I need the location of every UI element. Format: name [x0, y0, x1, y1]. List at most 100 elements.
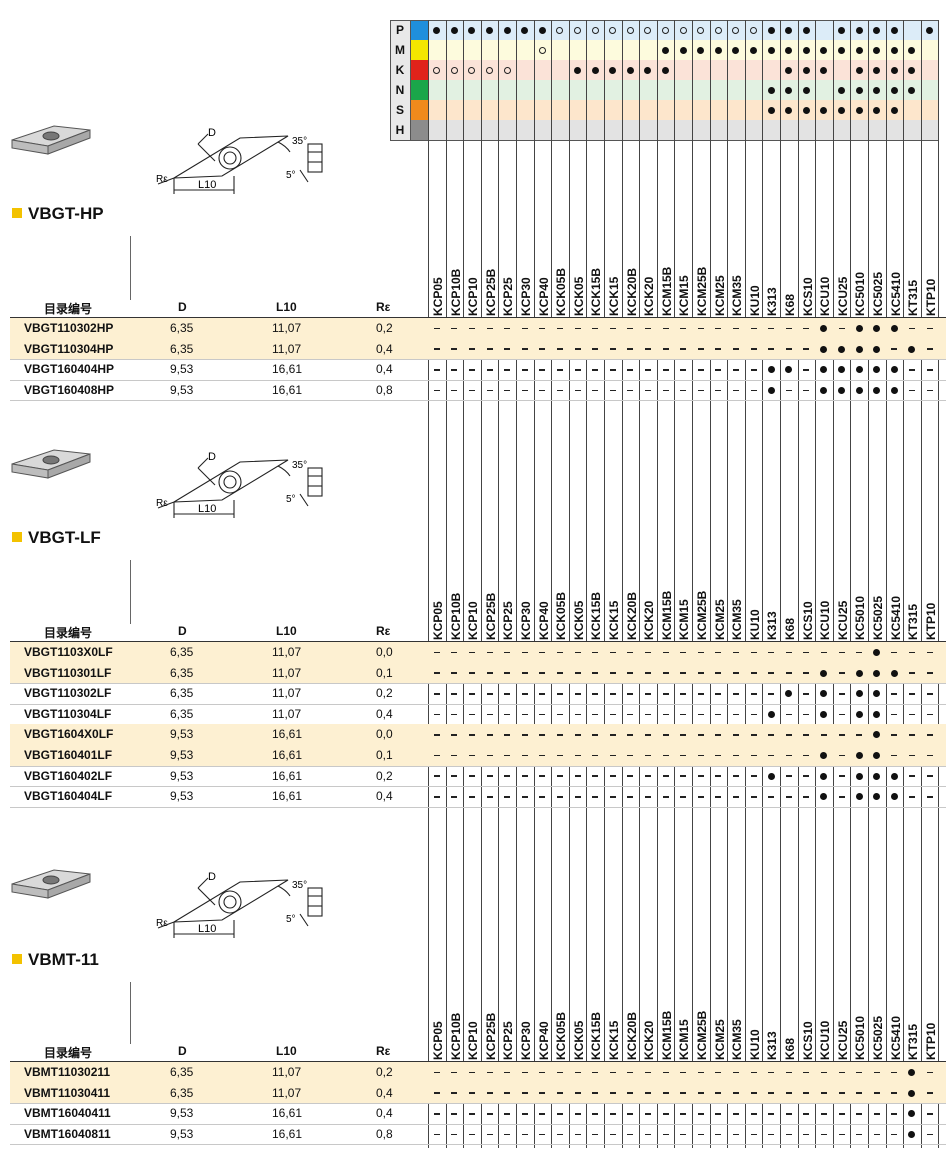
material-mark: [622, 60, 640, 80]
grid-line: [390, 20, 939, 21]
availability-mark: [446, 786, 464, 807]
grade-column-header: KCP30: [519, 277, 533, 316]
availability-mark: [727, 1103, 745, 1124]
grade-column-header: KT315: [906, 603, 921, 640]
availability-mark: [428, 663, 446, 684]
availability-mark: [745, 339, 763, 360]
grade-column-header: KCM35: [730, 275, 745, 316]
grade-column-header: KCP30: [519, 1021, 533, 1060]
material-mark: [921, 40, 939, 60]
availability-mark: [833, 1062, 851, 1083]
dim-l10-value: 16,61: [272, 1106, 303, 1121]
column-line: [832, 20, 834, 1148]
material-mark: [639, 40, 657, 60]
availability-mark: [428, 683, 446, 704]
insert-diagram: D L10 Rε 35° 5°: [11, 125, 323, 194]
availability-mark: [762, 1083, 780, 1104]
availability-mark: [569, 318, 587, 339]
availability-mark: [498, 1083, 516, 1104]
grade-column-header: KCK15B: [589, 267, 604, 316]
availability-mark: [569, 663, 587, 684]
angle-5-label: 5°: [286, 494, 296, 505]
availability-mark: [833, 663, 851, 684]
availability-mark: [463, 786, 481, 807]
availability-mark: [446, 359, 464, 380]
material-mark: [903, 80, 921, 100]
dim-re-label: Rε: [156, 498, 168, 509]
dim-d-value: 9,53: [170, 382, 194, 397]
availability-mark: [798, 1062, 816, 1083]
material-mark: [586, 20, 604, 40]
catalog-number: VBGT110301LF: [24, 665, 112, 680]
availability-mark: [534, 1062, 552, 1083]
material-mark: [463, 20, 481, 40]
material-mark: [446, 20, 464, 40]
availability-mark: [604, 380, 622, 401]
availability-mark: [657, 642, 675, 663]
availability-mark: [833, 1103, 851, 1124]
availability-mark: [569, 642, 587, 663]
availability-mark: [428, 745, 446, 766]
dim-l10-value: 11,07: [272, 1085, 302, 1100]
column-line: [780, 20, 781, 1148]
grade-column-header: KCP25: [501, 1021, 516, 1060]
column-header-catalog: 目录编号: [44, 302, 93, 316]
availability-mark: [586, 1062, 604, 1083]
material-mark: [798, 80, 816, 100]
grade-column-header: KCK05B: [554, 1011, 569, 1060]
availability-mark: [569, 683, 587, 704]
availability-mark: [498, 339, 516, 360]
availability-mark: [551, 359, 569, 380]
availability-mark: [710, 1124, 728, 1145]
material-mark: [886, 120, 904, 140]
column-line: [692, 20, 693, 1148]
material-letter-n: N: [390, 80, 410, 100]
material-mark: [727, 100, 745, 120]
availability-mark: [780, 642, 798, 663]
availability-mark: [622, 745, 640, 766]
availability-mark: [622, 1124, 640, 1145]
availability-mark: [551, 663, 569, 684]
section-title: VBGT-LF: [12, 528, 101, 548]
material-mark: [516, 20, 534, 40]
dim-d-value: 6,35: [170, 686, 194, 701]
availability-mark: [710, 380, 728, 401]
availability-mark: [551, 380, 569, 401]
availability-mark: [921, 724, 939, 745]
availability-mark: [604, 766, 622, 787]
availability-mark: [622, 359, 640, 380]
availability-mark: [762, 663, 780, 684]
material-mark: [569, 40, 587, 60]
material-mark: [727, 20, 745, 40]
availability-mark: [815, 683, 833, 704]
grade-column-header: KCP25: [501, 601, 516, 640]
material-mark: [798, 100, 816, 120]
insert-diagram: D L10 Rε 35° 5°: [11, 869, 323, 938]
availability-mark: [762, 724, 780, 745]
material-mark: [463, 80, 481, 100]
availability-mark: [534, 786, 552, 807]
material-mark: [657, 100, 675, 120]
material-mark: [674, 100, 692, 120]
table-row-highlight: [10, 724, 947, 745]
dim-l10-value: 16,61: [272, 1126, 303, 1141]
dim-l10-value: 11,07: [272, 1065, 302, 1079]
grade-column-header: KCK15B: [589, 591, 604, 640]
material-mark: [745, 100, 763, 120]
material-mark: [463, 60, 481, 80]
availability-mark: [850, 745, 868, 766]
material-mark: [780, 60, 798, 80]
column-header-d: D: [178, 624, 187, 638]
availability-mark: [798, 724, 816, 745]
availability-mark: [639, 318, 657, 339]
material-mark: [903, 20, 921, 40]
availability-mark: [710, 359, 728, 380]
availability-mark: [921, 359, 939, 380]
dim-l10-label: L10: [198, 503, 216, 515]
availability-mark: [604, 339, 622, 360]
material-mark: [692, 40, 710, 60]
material-mark: [815, 60, 833, 80]
insert-side-view-icon: [299, 887, 323, 927]
dim-d-value: 9,53: [170, 362, 194, 377]
dim-re-value: 0,0: [376, 727, 393, 742]
